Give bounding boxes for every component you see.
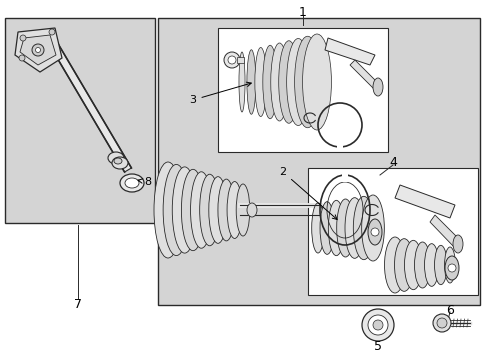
Bar	[218, 28, 387, 152]
Ellipse shape	[190, 172, 212, 248]
Text: 7: 7	[74, 298, 82, 311]
Ellipse shape	[394, 239, 413, 291]
Bar	[336, 145, 342, 151]
Ellipse shape	[112, 157, 128, 169]
Polygon shape	[394, 185, 454, 218]
Text: 2: 2	[279, 167, 336, 220]
Ellipse shape	[270, 43, 287, 121]
Ellipse shape	[424, 244, 438, 286]
Circle shape	[19, 55, 25, 61]
Circle shape	[372, 320, 382, 330]
Ellipse shape	[114, 158, 122, 164]
Ellipse shape	[361, 195, 384, 261]
Ellipse shape	[367, 219, 381, 245]
Circle shape	[224, 52, 240, 68]
Circle shape	[36, 48, 41, 53]
Ellipse shape	[384, 237, 405, 293]
Ellipse shape	[125, 178, 139, 188]
Text: 6: 6	[445, 303, 453, 316]
Circle shape	[227, 56, 236, 64]
Text: 8: 8	[138, 177, 151, 187]
Polygon shape	[46, 36, 131, 172]
Bar	[5, 18, 155, 223]
Ellipse shape	[404, 240, 421, 290]
Bar	[158, 18, 479, 305]
Ellipse shape	[239, 52, 244, 112]
Circle shape	[361, 309, 393, 341]
Ellipse shape	[163, 165, 189, 256]
Text: 5: 5	[373, 339, 381, 352]
Circle shape	[32, 44, 44, 56]
Ellipse shape	[218, 179, 234, 241]
Polygon shape	[15, 28, 62, 72]
Ellipse shape	[302, 34, 331, 130]
Ellipse shape	[254, 48, 266, 117]
Ellipse shape	[327, 200, 344, 256]
Ellipse shape	[452, 235, 462, 253]
Ellipse shape	[345, 198, 364, 258]
Ellipse shape	[246, 203, 257, 217]
Ellipse shape	[414, 242, 429, 288]
Circle shape	[436, 318, 446, 328]
Ellipse shape	[372, 78, 382, 96]
Ellipse shape	[278, 41, 299, 123]
Polygon shape	[429, 215, 459, 248]
Ellipse shape	[108, 152, 124, 164]
Ellipse shape	[181, 169, 204, 251]
Circle shape	[20, 35, 26, 41]
Ellipse shape	[120, 174, 143, 192]
Bar	[237, 57, 244, 63]
Ellipse shape	[226, 181, 242, 238]
Ellipse shape	[434, 245, 446, 285]
Text: 1: 1	[299, 5, 306, 18]
Ellipse shape	[246, 50, 255, 114]
Circle shape	[370, 228, 378, 236]
Text: 4: 4	[388, 156, 396, 168]
Ellipse shape	[208, 177, 227, 243]
Ellipse shape	[199, 174, 219, 246]
Ellipse shape	[444, 247, 454, 283]
Ellipse shape	[353, 196, 374, 260]
Text: 3: 3	[189, 82, 251, 105]
Ellipse shape	[236, 184, 249, 236]
Ellipse shape	[154, 162, 182, 258]
Polygon shape	[20, 35, 56, 65]
Polygon shape	[325, 38, 374, 65]
Circle shape	[49, 29, 55, 35]
Ellipse shape	[294, 36, 320, 128]
Ellipse shape	[444, 256, 458, 280]
Ellipse shape	[262, 45, 277, 119]
Ellipse shape	[311, 203, 324, 253]
Circle shape	[432, 314, 450, 332]
Ellipse shape	[319, 202, 334, 254]
Ellipse shape	[286, 39, 309, 126]
Bar	[307, 168, 477, 295]
Ellipse shape	[336, 199, 354, 257]
Circle shape	[367, 315, 387, 335]
Polygon shape	[349, 60, 379, 90]
Bar	[341, 174, 347, 182]
Circle shape	[447, 264, 455, 272]
Ellipse shape	[172, 167, 197, 253]
